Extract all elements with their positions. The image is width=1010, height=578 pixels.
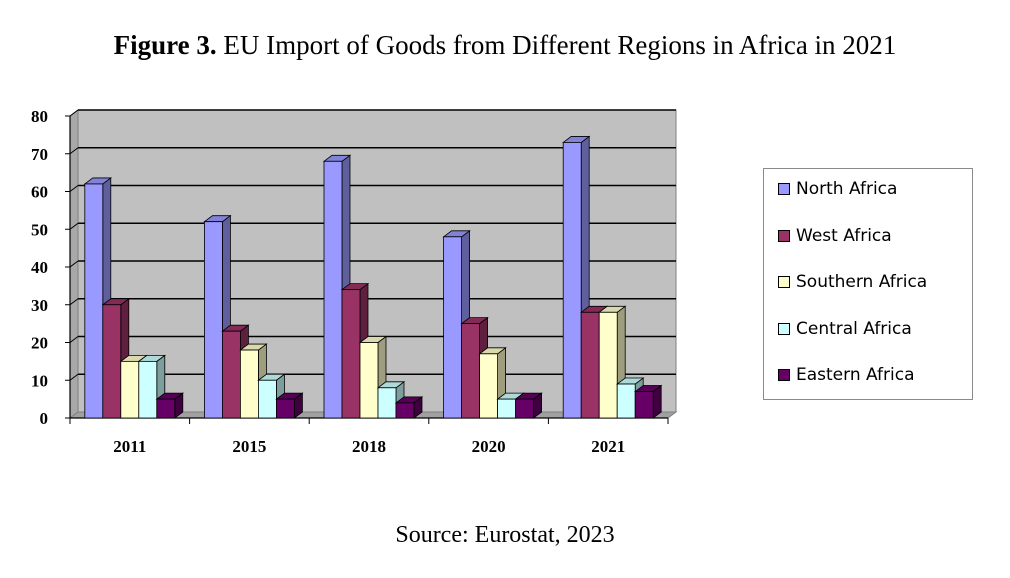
legend-swatch <box>778 229 790 242</box>
legend-item: West Africa <box>778 226 892 246</box>
legend-label: Southern Africa <box>796 272 928 292</box>
bar <box>323 160 343 419</box>
gridline-side <box>69 147 79 155</box>
legend-swatch <box>778 183 790 195</box>
y-tick-label: 70 <box>31 145 48 164</box>
gridline-side <box>69 336 79 343</box>
x-tick-label: 2015 <box>232 437 266 456</box>
bar <box>497 398 517 419</box>
legend-item: Eastern Africa <box>778 365 915 385</box>
bar <box>84 183 104 419</box>
figure-label: Figure 3. <box>113 30 217 60</box>
chart-legend: North Africa West Africa Southern Africa Ce… <box>763 168 973 400</box>
figure-title: Figure 3. EU Import of Goods from Differ… <box>0 30 1010 61</box>
gridline-side <box>69 222 79 230</box>
bar <box>598 311 618 419</box>
y-tick-label: 50 <box>31 220 48 239</box>
legend-label: West Africa <box>796 225 892 246</box>
gridline-side <box>69 109 79 117</box>
bar <box>580 311 600 419</box>
y-tick-label: 20 <box>31 334 48 353</box>
bar <box>341 289 361 419</box>
legend-swatch <box>778 322 790 335</box>
bar <box>359 342 379 419</box>
legend-item: North Africa <box>778 179 897 199</box>
x-tick-label: 2011 <box>113 437 146 456</box>
x-tick-label: 2018 <box>352 437 386 456</box>
bar <box>102 304 122 419</box>
legend-label: Eastern Africa <box>796 365 915 385</box>
bar <box>156 398 176 419</box>
bar <box>616 383 636 419</box>
gridline-side <box>69 373 79 381</box>
figure-title-text: EU Import of Goods from Different Region… <box>223 30 897 60</box>
bar <box>461 323 481 419</box>
bar <box>479 353 499 419</box>
y-tick-label: 30 <box>31 296 48 315</box>
bar <box>275 398 295 419</box>
bar <box>221 330 241 419</box>
y-tick-label: 60 <box>31 183 48 202</box>
source-note: Source: Eurostat, 2023 <box>395 522 615 548</box>
bar <box>120 360 140 419</box>
legend-swatch <box>778 369 790 381</box>
x-tick-label: 2021 <box>591 437 625 456</box>
y-tick-label: 0 <box>40 409 49 428</box>
y-tick-label: 80 <box>31 107 48 126</box>
legend-item: Central Africa <box>778 319 912 339</box>
bar <box>395 402 415 419</box>
x-tick-label: 2020 <box>472 437 506 456</box>
bar <box>257 379 277 419</box>
y-tick-label: 10 <box>31 371 48 390</box>
bar <box>443 236 463 419</box>
bar <box>515 398 534 419</box>
gridline-side <box>69 260 79 268</box>
bar <box>203 221 223 419</box>
bar <box>138 360 158 419</box>
bar <box>562 142 582 419</box>
legend-swatch <box>778 276 790 288</box>
bar <box>634 391 654 419</box>
gridline-side <box>69 185 79 192</box>
gridline-side <box>69 298 79 306</box>
legend-label: North Africa <box>796 179 898 199</box>
bar <box>377 387 397 419</box>
bar <box>239 349 259 419</box>
y-tick-label: 40 <box>31 258 48 277</box>
legend-item: Southern Africa <box>778 272 927 292</box>
legend-label: Central Africa <box>796 318 912 339</box>
